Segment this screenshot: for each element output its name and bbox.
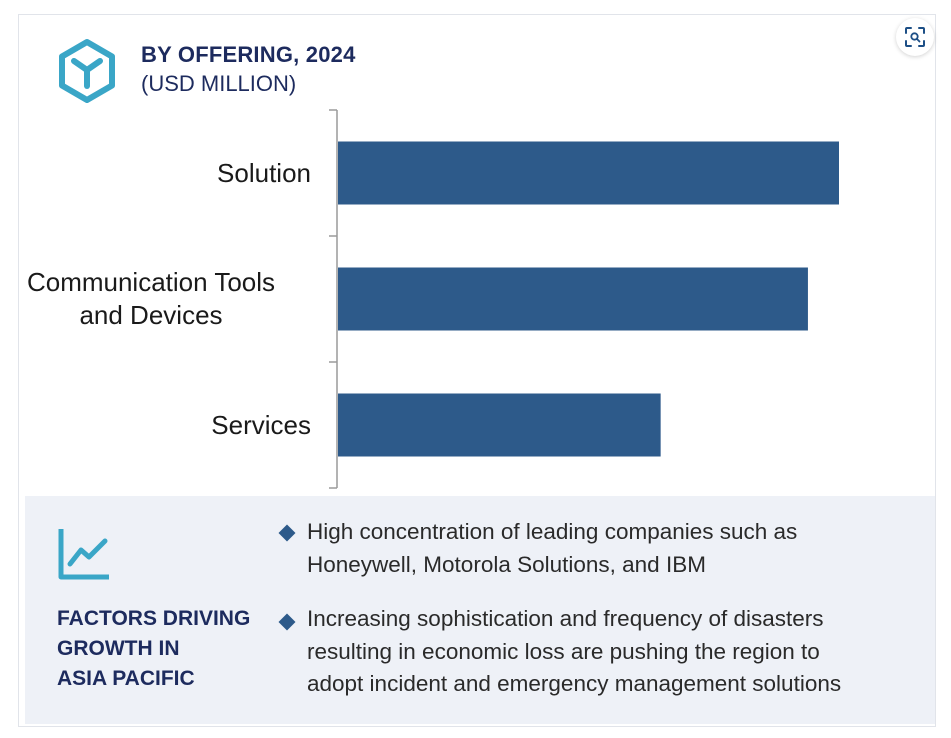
hexagon-logo-icon — [59, 39, 115, 103]
factors-heading-line: GROWTH IN — [57, 637, 180, 660]
factor-text-line: Increasing sophistication and frequency … — [307, 606, 824, 631]
category-label-line: Solution — [217, 157, 311, 188]
chart-subtitle: (USD MILLION) — [141, 71, 297, 96]
factor-text-line: High concentration of leading companies … — [307, 519, 798, 544]
zoom-expand-icon — [905, 27, 925, 47]
trend-chart-icon — [58, 529, 109, 580]
factors-panel — [25, 496, 935, 724]
category-label: Services — [0, 409, 311, 442]
category-label-line: Communication Tools — [26, 267, 276, 297]
zoom-button[interactable] — [896, 18, 934, 56]
factor-text: Increasing sophistication and frequency … — [307, 603, 907, 701]
factor-text: High concentration of leading companies … — [307, 516, 907, 581]
factors-heading-line: ASIA PACIFIC — [57, 667, 195, 690]
bar-communication-tools-and-devices — [338, 267, 808, 331]
category-label: Communication Tools and Devices — [0, 266, 311, 332]
factor-text-line: Honeywell, Motorola Solutions, and IBM — [307, 551, 706, 577]
bar-solution — [338, 141, 839, 205]
bar-services — [338, 393, 661, 457]
category-label-line: and Devices — [79, 300, 223, 330]
factors-heading: FACTORS DRIVING GROWTH IN ASIA PACIFIC — [57, 604, 267, 694]
factor-text-line: resulting in economic loss are pushing t… — [307, 638, 820, 664]
factor-text-line: adopt incident and emergency management … — [307, 671, 842, 696]
chart-title: BY OFFERING, 2024 — [141, 42, 356, 67]
bar-chart — [329, 109, 839, 489]
category-label: Solution — [0, 157, 311, 190]
factors-heading-line: FACTORS DRIVING — [57, 607, 251, 630]
category-label-line: Services — [211, 409, 311, 440]
